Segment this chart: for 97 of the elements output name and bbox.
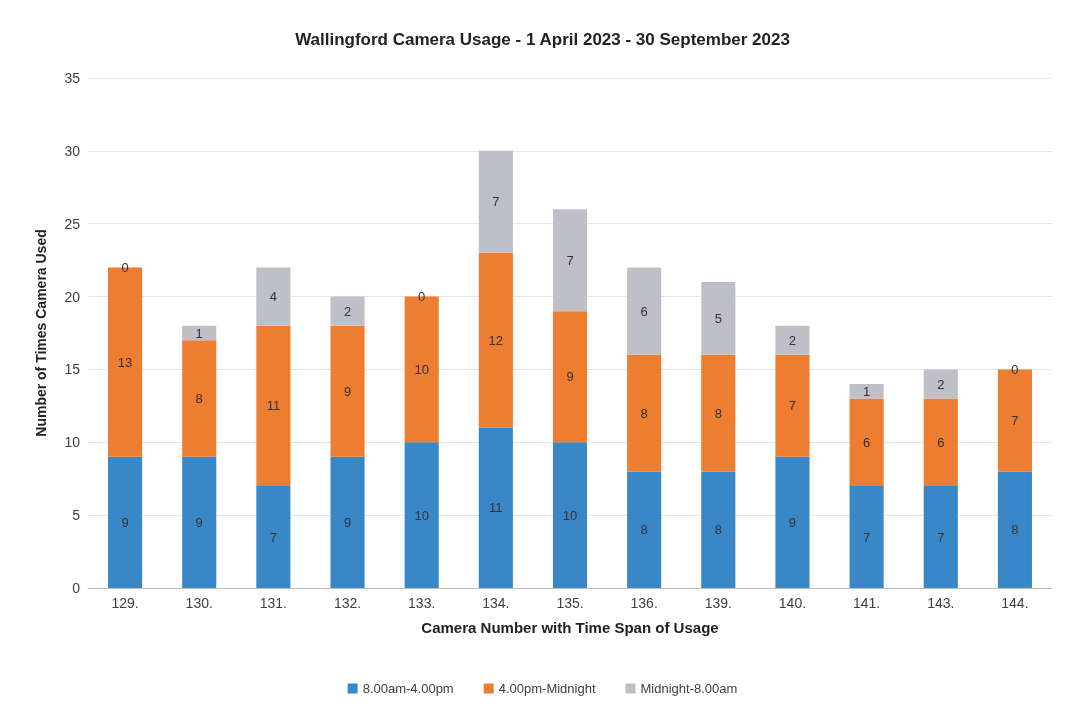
bar [701,282,736,355]
data-label: 9 [343,383,352,399]
x-tick-label: 129. [111,595,139,611]
x-axis-title: Camera Number with Time Span of Usage [421,619,719,636]
data-label: 1 [863,383,871,399]
x-tick-label: 134. [482,595,510,611]
bar [775,354,810,457]
bar [775,325,810,355]
y-axis-title: Number of Times Camera Used [33,229,49,437]
bar [923,398,958,486]
bar [701,471,736,588]
data-label: 6 [863,434,871,450]
data-label: 11 [266,398,281,414]
data-label: 7 [1011,412,1019,428]
x-tick-label: 132. [333,595,362,611]
data-label: 7 [269,529,277,545]
data-label: 6 [640,303,648,319]
data-label: 9 [343,514,352,530]
bar [923,369,958,399]
data-label: 8 [640,405,648,421]
bar [701,354,736,472]
bar [478,150,513,253]
x-tick-label: 139. [704,595,732,611]
y-tick-label: 30 [64,142,81,159]
data-label: 2 [343,303,352,319]
data-label: 9 [788,514,797,530]
data-label: 12 [488,332,504,348]
x-tick-label: 143. [927,595,955,611]
data-label: 13 [117,354,133,370]
data-label: 8 [640,522,648,538]
bar [478,427,513,588]
data-label: 5 [714,310,722,326]
bar [256,486,291,588]
bar [404,442,439,588]
bar [552,209,588,312]
bar [627,354,662,472]
y-tick-label: 35 [64,70,81,86]
bar [330,456,365,588]
bar [330,296,365,326]
data-label: 9 [195,514,203,530]
data-label: 9 [121,514,129,530]
legend-label: 8.00am-4.00pm [362,681,454,696]
data-label: 8 [714,405,722,421]
bar [182,456,217,588]
bar [627,267,662,355]
y-tick-label: 20 [64,288,81,305]
x-tick-label: 136. [630,595,658,611]
legend-label: 4.00pm-Midnight [498,681,596,696]
bar [478,252,513,428]
data-label: 8 [1011,522,1019,538]
y-tick-label: 10 [64,434,81,451]
bar [182,325,217,341]
data-label: 7 [937,529,945,545]
bar [775,456,810,588]
data-label: 4 [269,289,277,305]
data-label: 0 [121,259,129,275]
data-label: 8 [714,522,722,538]
bar [182,340,217,457]
bar [849,398,884,486]
x-tick-label: 130. [185,595,213,611]
y-tick-label: 15 [64,361,81,378]
data-label: 7 [566,252,574,268]
data-label: 6 [937,434,945,450]
data-label: 2 [788,332,797,348]
bar [256,267,291,326]
bar [997,471,1032,588]
y-tick-label: 5 [72,507,81,524]
data-label: 7 [863,529,871,545]
x-tick-label: 131. [259,595,288,611]
y-tick-label: 0 [72,580,81,596]
bar [108,456,143,588]
x-tick-label: 141. [852,595,881,611]
x-tick-label: 135. [556,595,584,611]
x-tick-label: 133. [408,595,436,611]
bar [849,384,884,399]
data-label: 10 [562,507,578,523]
data-label: 1 [195,325,203,341]
x-tick-label: 144. [1001,595,1029,611]
data-label: 10 [414,361,429,377]
chart-title: Wallingford Camera Usage - 1 April 2023 - 30 September 2023 [295,30,790,49]
bar [923,486,958,588]
bar [552,311,588,443]
bar [627,471,662,588]
legend-label: Midnight-8.00am [640,681,738,696]
y-tick-label: 25 [64,215,81,232]
bar [256,325,291,486]
data-label: 9 [566,369,574,385]
data-label: 11 [489,500,503,516]
data-label: 10 [414,507,429,523]
bar [849,486,884,588]
x-tick-label: 140. [778,595,807,611]
data-label: 7 [492,194,500,210]
data-label: 2 [937,376,945,392]
bar [552,442,588,588]
data-label: 8 [195,391,203,407]
bar [330,325,365,457]
data-label: 7 [788,398,797,414]
